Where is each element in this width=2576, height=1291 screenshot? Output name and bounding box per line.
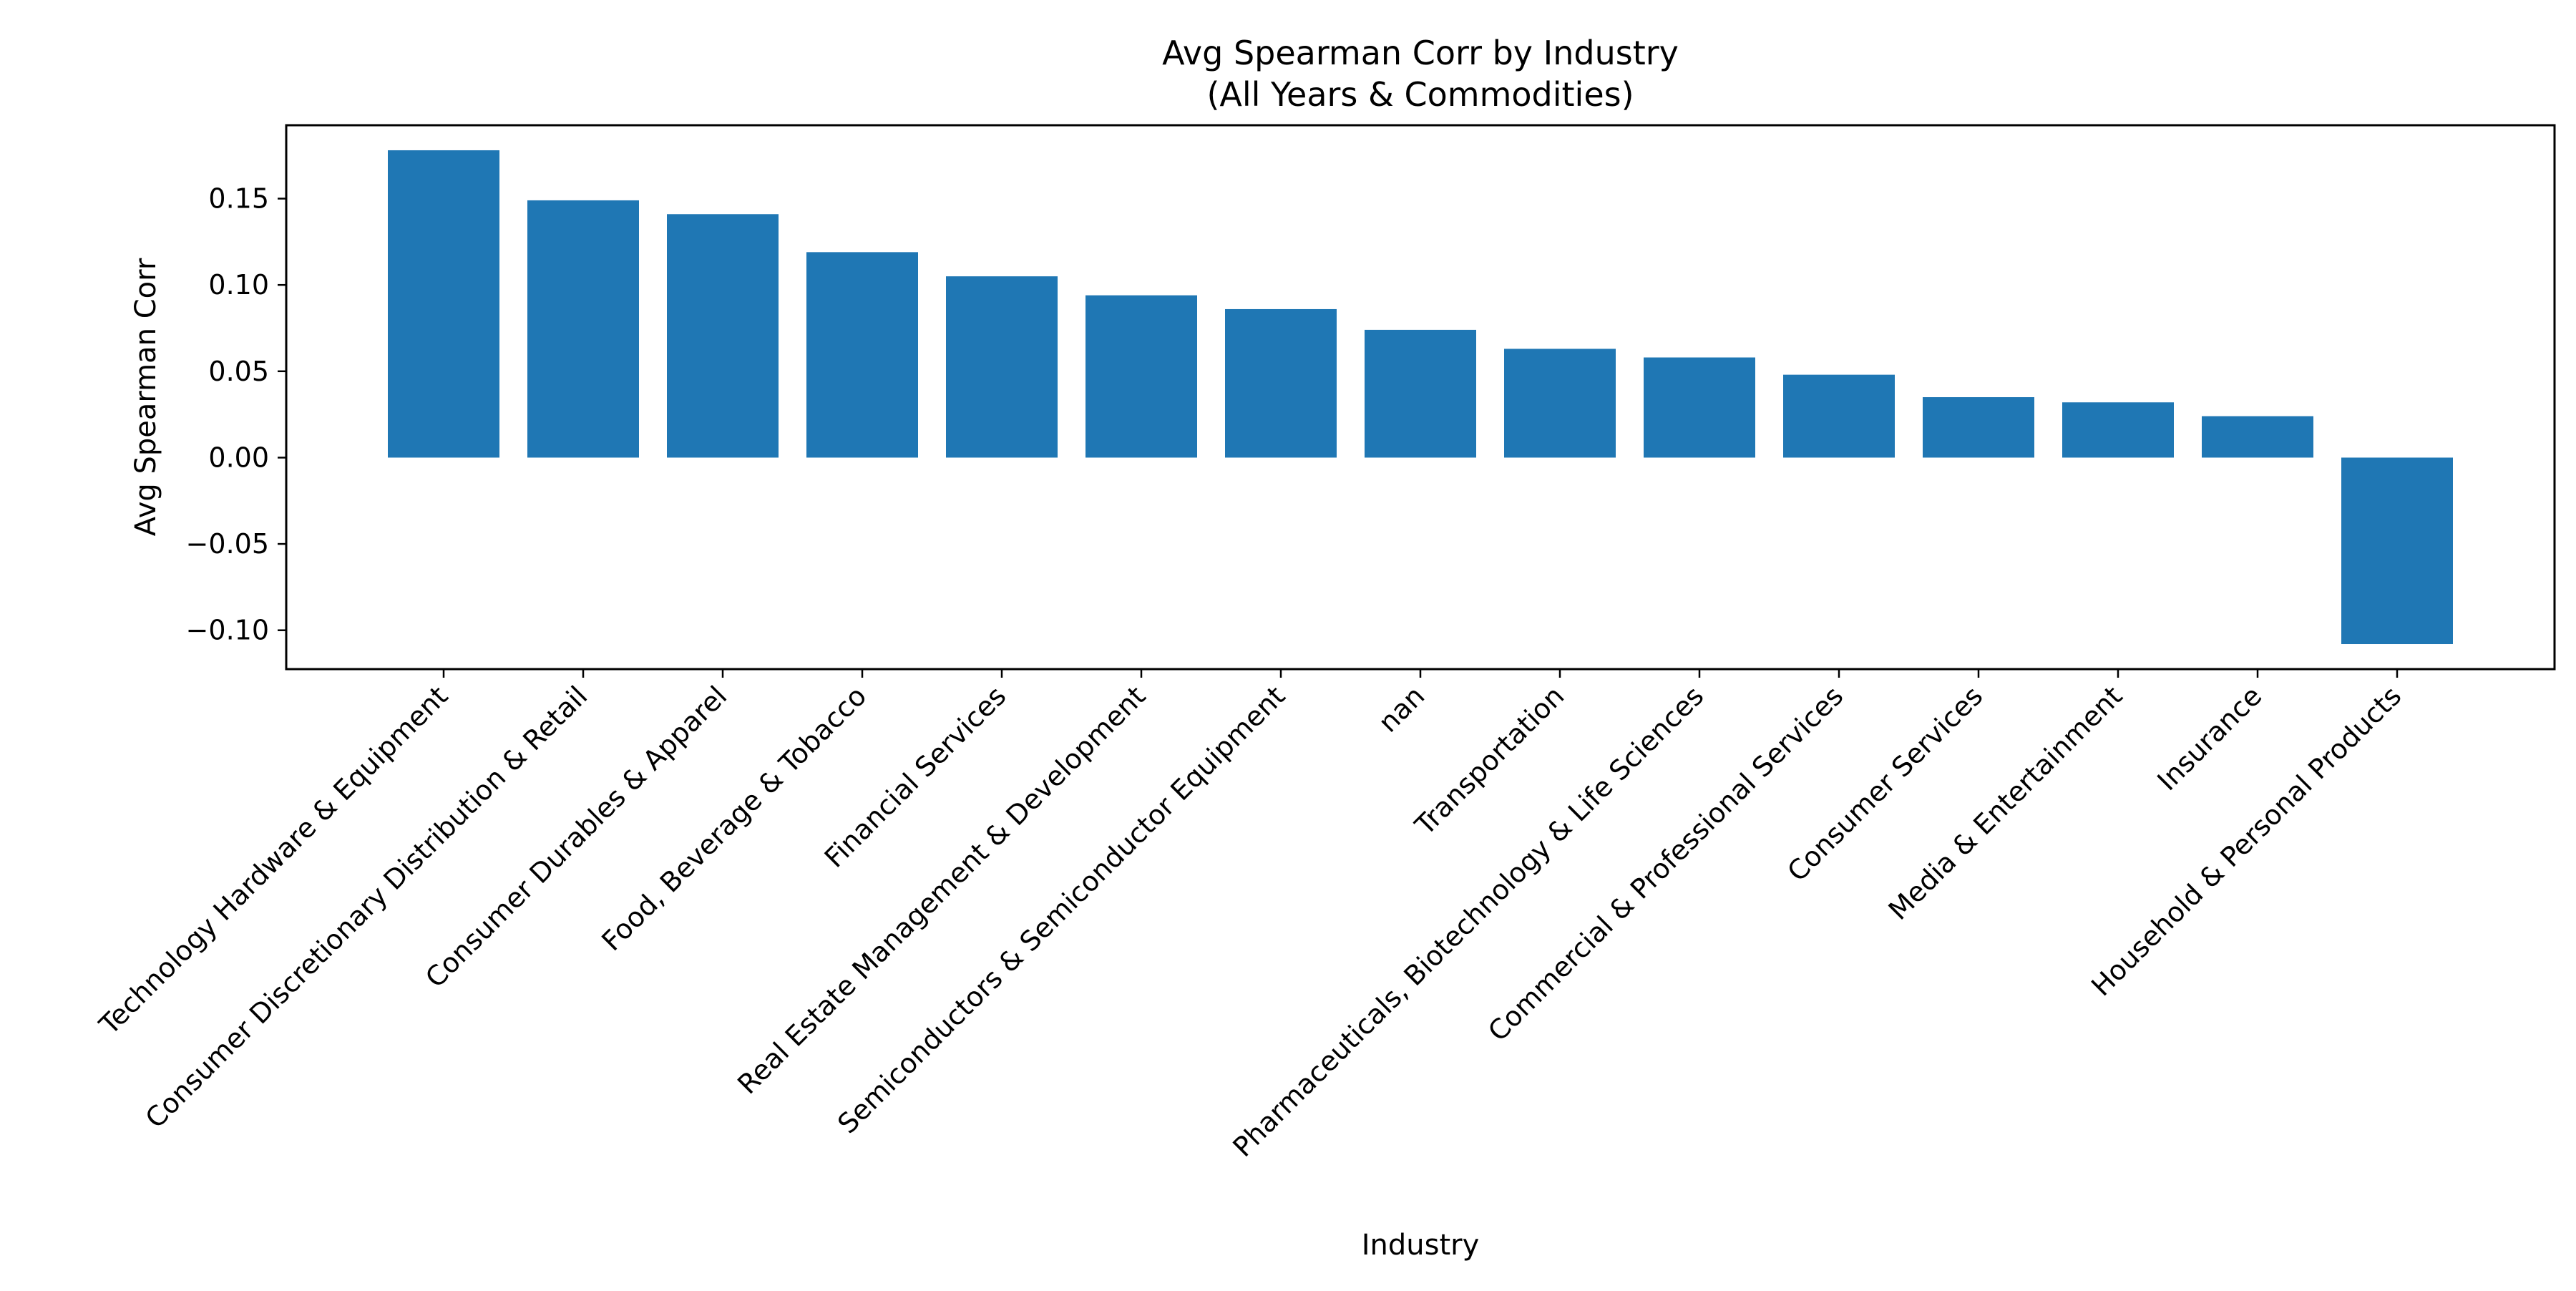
y-axis-label: Avg Spearman Corr	[130, 258, 162, 536]
bar	[1504, 349, 1616, 458]
y-tick-label: 0.05	[208, 356, 269, 387]
bar	[946, 276, 1058, 458]
bar	[806, 252, 918, 458]
bars	[388, 150, 2453, 645]
y-tick-label: 0.10	[208, 269, 269, 301]
x-axis-label: Industry	[1362, 1229, 1480, 1262]
bar	[1644, 357, 1755, 458]
bar	[2202, 416, 2313, 458]
y-axis: −0.10 −0.05 0.00 0.05 0.10 0.15	[186, 183, 286, 646]
bar	[2062, 402, 2174, 458]
bar	[1783, 374, 1895, 458]
chart-title: Avg Spearman Corr by Industry (All Years…	[1162, 34, 1679, 114]
chart-title-line-1: Avg Spearman Corr by Industry	[1162, 34, 1679, 72]
y-tick-label: −0.05	[186, 528, 269, 560]
bar	[667, 214, 779, 458]
y-tick-label: 0.00	[208, 442, 269, 473]
bar	[2341, 457, 2453, 645]
bar	[1365, 329, 1476, 458]
y-tick-label: 0.15	[208, 183, 269, 215]
plot-area-frame	[285, 124, 2556, 671]
bar	[388, 150, 499, 458]
bar	[1085, 295, 1197, 458]
bar	[1923, 397, 2034, 458]
bar	[527, 200, 639, 458]
bar	[1225, 308, 1337, 458]
chart-title-line-2: (All Years & Commodities)	[1206, 75, 1634, 114]
y-tick-label: −0.10	[186, 615, 269, 646]
